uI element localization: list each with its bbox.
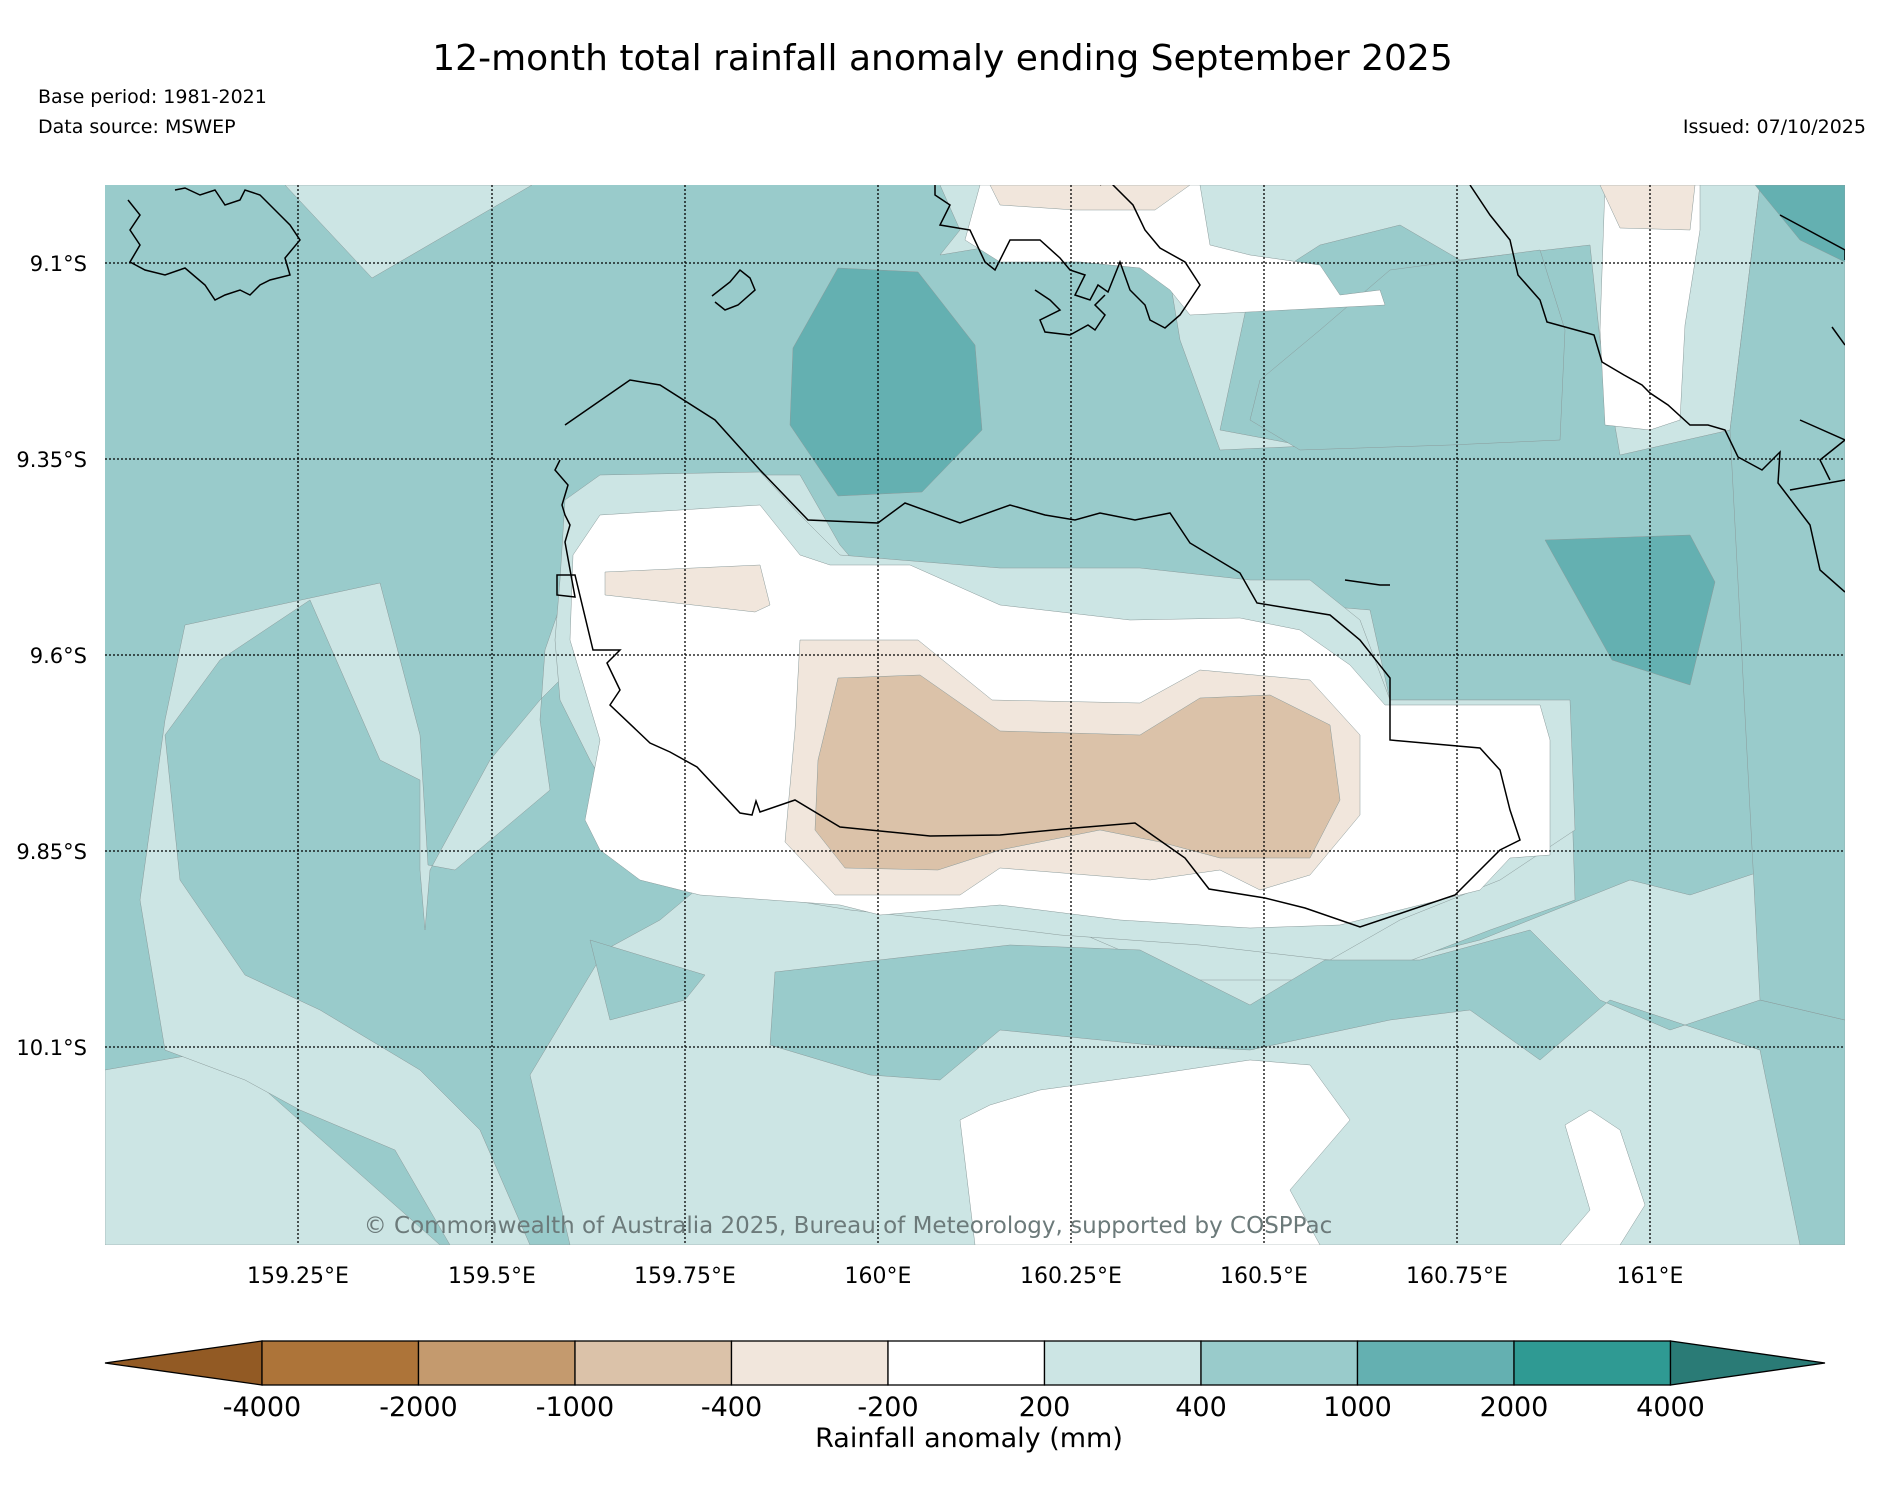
colorbar-title: Rainfall anomaly (mm) <box>815 1423 1123 1454</box>
colorbar-tick-label: 4000 <box>1636 1392 1705 1423</box>
coastline-east-fragment <box>1831 326 1845 346</box>
colorbar-tick-label: -1000 <box>536 1392 614 1423</box>
colorbar-extend-low <box>104 1340 263 1386</box>
anomaly-400-1000-region <box>589 939 706 1021</box>
coastline-east-fragment <box>1799 419 1845 481</box>
anomaly-400-1000-region <box>769 929 1845 1245</box>
page-title: 12-month total rainfall anomaly ending S… <box>432 38 1453 79</box>
islet-coastline <box>1344 579 1390 586</box>
longitude-label: 160.5°E <box>1220 1264 1308 1289</box>
colorbar-tick-label: -400 <box>701 1392 762 1423</box>
colorbar-segment <box>574 1340 733 1386</box>
anomaly-1000-2000-region <box>1754 185 1845 263</box>
colorbar-extend-high <box>1669 1340 1826 1386</box>
coastline-north <box>934 185 1201 329</box>
longitude-labels: 159.25°E 159.5°E 159.75°E 160°E 160.25°E 160.… <box>247 1264 1683 1289</box>
anomaly-1000-2000-region <box>1544 534 1716 686</box>
latitude-label: 9.35°S <box>16 448 87 472</box>
coastline-northwest <box>127 187 301 301</box>
colorbar-tick-label: 2000 <box>1480 1392 1549 1423</box>
base-period-label: Base period: 1981-2021 <box>38 86 267 108</box>
issued-date-label: Issued: 07/10/2025 <box>1682 116 1866 138</box>
anomaly-neutral-region <box>959 1059 1351 1245</box>
latitude-label: 9.85°S <box>16 840 87 864</box>
colorbar-tick-label: 200 <box>1019 1392 1071 1423</box>
graticule <box>105 185 1845 1245</box>
colorbar-tick-label: 1000 <box>1323 1392 1392 1423</box>
colorbar: -4000 -2000 -1000 -400 -200 200 400 1000 2000 400… <box>104 1340 1826 1423</box>
colorbar-segment <box>1513 1340 1672 1386</box>
anomaly-1000-2000-region <box>789 267 983 497</box>
anomaly-neutral-region <box>1559 1109 1646 1245</box>
colorbar-segment <box>1043 1340 1202 1386</box>
colorbar-segment <box>417 1340 576 1386</box>
anomaly-400-1000-region <box>1729 185 1845 1021</box>
coastline-east-fragment <box>1779 214 1845 260</box>
colorbar-segment <box>887 1340 1046 1386</box>
anomaly-neg200-400-region <box>989 185 1191 211</box>
colorbar-tick-label: -2000 <box>379 1392 457 1423</box>
map-area <box>105 185 1845 1245</box>
longitude-label: 161°E <box>1617 1264 1684 1289</box>
coastline-east-fragment <box>1789 479 1845 491</box>
colorbar-tick-label: 400 <box>1175 1392 1227 1423</box>
anomaly-neg400-1000-region <box>814 674 1341 871</box>
longitude-label: 160.75°E <box>1406 1264 1508 1289</box>
data-source-label: Data source: MSWEP <box>38 116 236 138</box>
longitude-label: 160.25°E <box>1020 1264 1122 1289</box>
latitude-label: 10.1°S <box>16 1036 87 1060</box>
colorbar-segment <box>261 1340 420 1386</box>
anomaly-neg200-400-region <box>604 564 771 613</box>
latitude-label: 9.6°S <box>30 644 87 668</box>
coastline-north-isle <box>1034 289 1106 336</box>
colorbar-segment <box>730 1340 889 1386</box>
colorbar-segment <box>1200 1340 1359 1386</box>
island-coastline <box>554 379 1521 928</box>
anomaly-neutral-region <box>964 185 1386 316</box>
islet-coastline <box>711 268 756 311</box>
colorbar-tick-label: -200 <box>857 1392 918 1423</box>
longitude-label: 159.25°E <box>247 1264 349 1289</box>
anomaly-400-1000-region <box>1249 249 1566 451</box>
anomaly-neg200-400-region <box>1599 185 1696 231</box>
copyright-text: © Commonwealth of Australia 2025, Bureau… <box>364 1213 1333 1239</box>
colorbar-tick-label: -4000 <box>223 1392 301 1423</box>
latitude-label: 9.1°S <box>30 252 87 276</box>
longitude-label: 159.5°E <box>448 1264 536 1289</box>
longitude-label: 160°E <box>845 1264 912 1289</box>
latitude-labels: 9.1°S 9.35°S 9.6°S 9.85°S 10.1°S <box>16 252 87 1060</box>
anomaly-200-400-region <box>284 185 533 279</box>
longitude-label: 159.75°E <box>634 1264 736 1289</box>
colorbar-segment <box>1356 1340 1515 1386</box>
